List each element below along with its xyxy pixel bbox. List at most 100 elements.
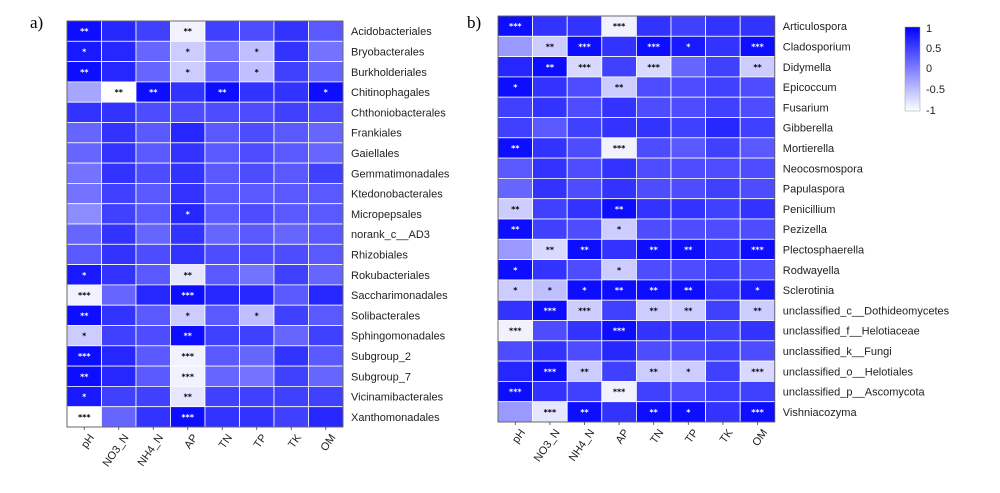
- heatmap-cell: [308, 40, 344, 62]
- heatmap-cell: [101, 61, 137, 83]
- row-label: Subgroup_2: [351, 351, 411, 363]
- heatmap-cell: [239, 223, 275, 245]
- heatmap-cell: [532, 117, 568, 139]
- heatmap-cell: [204, 365, 240, 387]
- heatmap-cell: [705, 299, 741, 321]
- significance-mark: **: [615, 205, 624, 214]
- significance-mark: *: [513, 83, 518, 92]
- significance-mark: ***: [751, 245, 764, 254]
- row-label: Chthoniobacterales: [351, 107, 446, 119]
- heatmap-cell: [601, 56, 637, 78]
- heatmap-cell: [739, 117, 776, 139]
- heatmap-cell: [135, 325, 171, 347]
- significance-mark: ***: [751, 367, 764, 376]
- row-label: Penicillium: [783, 204, 836, 216]
- heatmap-cell: [670, 259, 706, 281]
- heatmap-cell: [204, 101, 240, 123]
- row-label: unclassified_k__Fungi: [783, 346, 892, 358]
- heatmap-cell: [66, 101, 102, 123]
- heatmap-cell: [66, 122, 102, 144]
- heatmap-panel-a: ** ** Acidobacteriales* * * Bryobacterales** *…: [66, 20, 450, 469]
- heatmap-cell: [204, 142, 240, 164]
- significance-mark: ***: [78, 352, 91, 361]
- heatmap-cell: [170, 223, 206, 245]
- column-label: TN: [648, 427, 666, 446]
- heatmap-cell: [308, 142, 344, 164]
- row-label: Papulaspora: [783, 184, 846, 196]
- significance-mark: ***: [544, 306, 557, 315]
- row-label: Chitinophagales: [351, 87, 430, 99]
- row-label: Sclerotinia: [783, 285, 835, 297]
- heatmap-cell: [739, 340, 776, 362]
- significance-mark: **: [546, 42, 555, 51]
- legend-tick-label: 0.5: [926, 43, 941, 55]
- significance-mark: *: [513, 286, 518, 295]
- heatmap-cell: [308, 325, 344, 347]
- row-label: Articulospora: [783, 21, 848, 33]
- significance-mark: ***: [613, 144, 626, 153]
- significance-mark: *: [755, 286, 760, 295]
- heatmap-cell: [497, 157, 533, 179]
- heatmap-cell: [204, 182, 240, 205]
- heatmap-cell: [636, 117, 672, 139]
- heatmap-cell: [601, 117, 637, 139]
- significance-mark: ***: [544, 367, 557, 376]
- heatmap-cell: [601, 401, 637, 423]
- heatmap-cell: [101, 162, 137, 184]
- significance-mark: **: [650, 286, 659, 295]
- heatmap-cell: [66, 142, 102, 164]
- heatmap-cell: [670, 117, 706, 139]
- heatmap-cell: [497, 238, 533, 261]
- heatmap-cell: [66, 223, 102, 245]
- heatmap-cell: [601, 157, 637, 179]
- heatmap-cell: [532, 380, 568, 403]
- row-label: Vicinamibacterales: [351, 392, 444, 404]
- heatmap-cell: [705, 401, 741, 423]
- heatmap-cell: [308, 304, 344, 326]
- heatmap-cell: [101, 385, 137, 408]
- heatmap-cell: [532, 76, 568, 98]
- column-label: NO3_N: [532, 427, 563, 464]
- column-label: pH: [79, 432, 97, 450]
- heatmap-cell: [670, 218, 706, 240]
- heatmap-cell: [273, 101, 309, 123]
- heatmap-cell: [308, 61, 344, 83]
- significance-mark: ***: [509, 22, 522, 31]
- significance-mark: ***: [509, 327, 522, 336]
- heatmap-cell: [239, 101, 275, 123]
- heatmap-cell: [135, 385, 171, 408]
- heatmap-cell: [670, 157, 706, 179]
- row-label: Fusarium: [783, 102, 829, 114]
- heatmap-cell: [239, 122, 275, 144]
- heatmap-cell: [135, 365, 171, 387]
- heatmap-cell: [705, 76, 741, 98]
- heatmap-cell: [239, 284, 275, 306]
- significance-mark: **: [511, 144, 520, 153]
- heatmap-cell: [308, 182, 344, 205]
- row-label: Saccharimonadales: [351, 290, 448, 302]
- significance-mark: ***: [613, 388, 626, 397]
- heatmap-cell: [66, 243, 102, 266]
- heatmap-cell: [739, 15, 776, 37]
- heatmap-cell: [204, 20, 240, 42]
- column-label: NH4_N: [135, 432, 166, 468]
- significance-mark: ***: [751, 42, 764, 51]
- significance-mark: *: [686, 367, 691, 376]
- heatmap-cell: [273, 203, 309, 225]
- column-label: TP: [683, 427, 701, 445]
- heatmap-cell: [273, 365, 309, 387]
- heatmap-cell: [532, 15, 568, 37]
- significance-mark: ***: [751, 408, 764, 417]
- column-label: TK: [286, 432, 304, 451]
- significance-mark: *: [617, 225, 622, 234]
- heatmap-cell: [273, 406, 309, 428]
- heatmap-cell: [739, 380, 776, 403]
- heatmap-cell: [273, 284, 309, 306]
- row-label: unclassified_o__Helotiales: [783, 366, 914, 378]
- heatmap-cell: [532, 218, 568, 240]
- heatmap-cell: [670, 380, 706, 403]
- significance-mark: **: [580, 408, 589, 417]
- significance-mark: **: [684, 245, 693, 254]
- heatmap-cell: [273, 61, 309, 83]
- heatmap-cell: [566, 340, 603, 362]
